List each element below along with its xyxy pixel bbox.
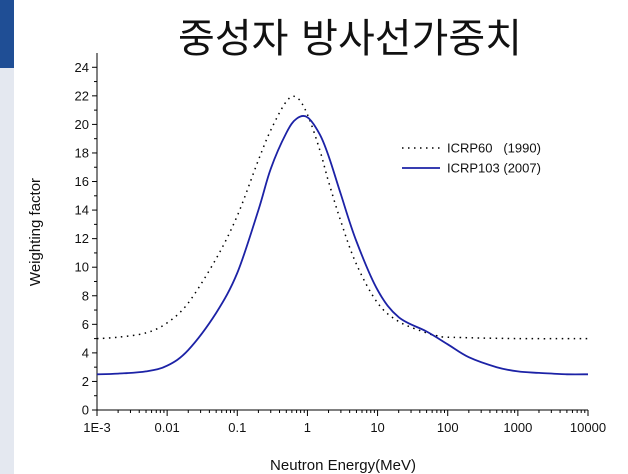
y-tick-label: 12 bbox=[75, 231, 89, 246]
x-tick-label: 1000 bbox=[503, 420, 532, 435]
y-tick-label: 10 bbox=[75, 260, 89, 275]
y-tick-label: 6 bbox=[82, 317, 89, 332]
series-line-icrp103 bbox=[96, 114, 589, 376]
chart-title: 중성자 방사선가중치 bbox=[178, 16, 522, 62]
series-line-icrp60 bbox=[96, 95, 589, 340]
y-tick-label: 8 bbox=[82, 288, 89, 303]
x-tick-label: 10000 bbox=[570, 420, 606, 435]
legend-entry-label: ICRP60 (1990) bbox=[447, 141, 541, 156]
y-axis-label: Weighting factor bbox=[27, 178, 44, 286]
x-tick-label: 10 bbox=[370, 420, 384, 435]
y-tick-label: 2 bbox=[82, 374, 89, 389]
y-tick-label: 4 bbox=[82, 345, 89, 360]
series-layer bbox=[96, 95, 589, 376]
x-tick-label: 0.1 bbox=[228, 420, 246, 435]
x-axis-label: Neutron Energy(MeV) bbox=[270, 457, 416, 474]
left-sidebar-accent bbox=[0, 0, 14, 68]
y-tick-label: 24 bbox=[75, 60, 89, 75]
y-tick-label: 20 bbox=[75, 117, 89, 132]
y-tick-label: 0 bbox=[82, 403, 89, 418]
x-tick-label: 0.01 bbox=[154, 420, 179, 435]
left-sidebar-strip bbox=[0, 0, 14, 474]
y-tick-label: 18 bbox=[75, 145, 89, 160]
legend: ICRP60 (1990) ICRP103 (2007) bbox=[402, 141, 541, 176]
y-tick-label: 16 bbox=[75, 174, 89, 189]
x-tick-label: 100 bbox=[437, 420, 459, 435]
x-tick-label: 1 bbox=[304, 420, 311, 435]
legend-entry-label: ICRP103 (2007) bbox=[447, 161, 541, 176]
y-tick-label: 22 bbox=[75, 88, 89, 103]
x-tick-label: 1E-3 bbox=[83, 420, 110, 435]
y-tick-label: 14 bbox=[75, 203, 89, 218]
